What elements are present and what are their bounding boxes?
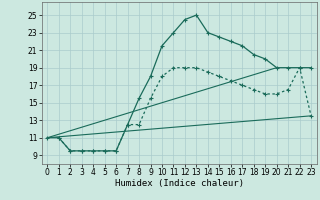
X-axis label: Humidex (Indice chaleur): Humidex (Indice chaleur) — [115, 179, 244, 188]
